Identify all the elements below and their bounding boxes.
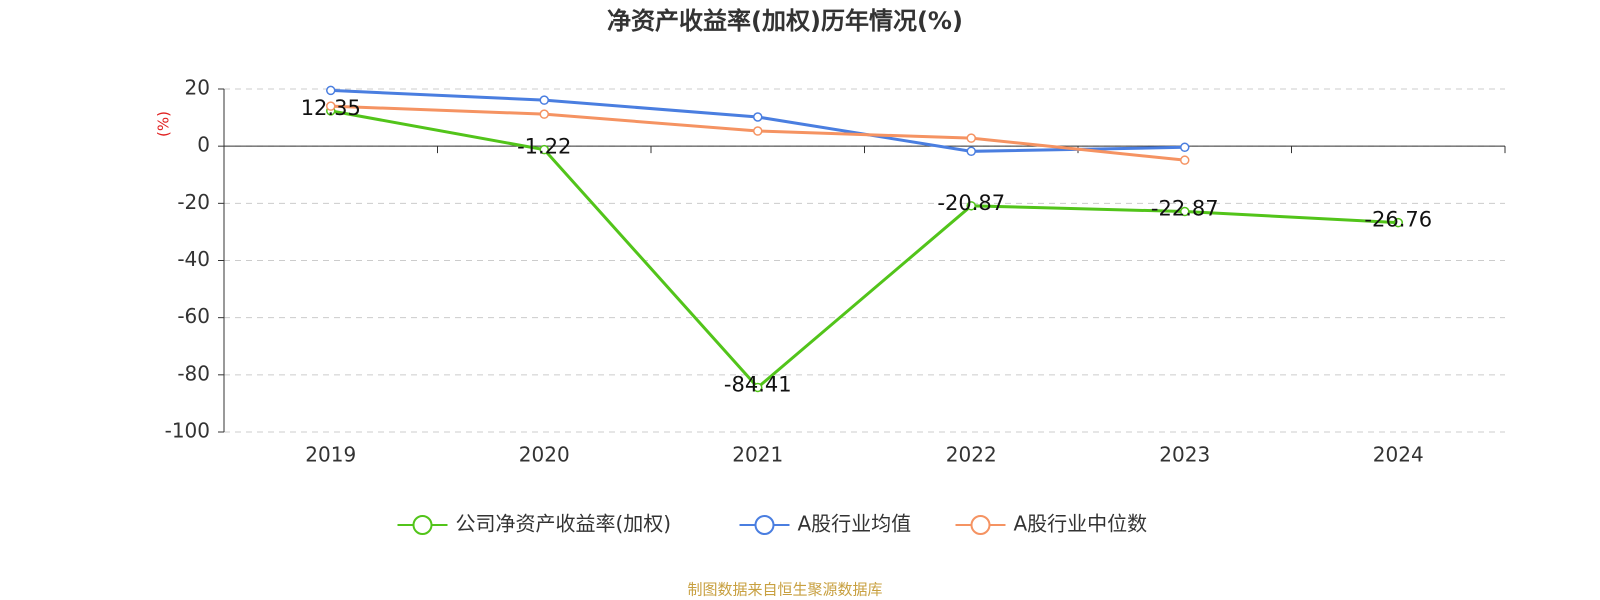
x-tick-label: 2020 [519,443,570,467]
point [966,146,976,157]
data-label: -26.76 [1364,208,1432,232]
point [539,144,549,155]
point [326,85,336,96]
y-axis-label: (%) [155,111,173,137]
legend-label: 公司净资产收益率(加权) [456,512,672,536]
point [1180,155,1190,165]
x-tick-label: 2022 [946,443,997,467]
data-label: -84.41 [724,372,792,396]
point [1393,217,1403,228]
y-tick-label: -20 [177,190,210,214]
legend-marker [970,515,991,535]
y-tick-label: -40 [177,247,210,271]
point [966,133,976,143]
data-label: -22.87 [1151,197,1219,221]
legend-label: A股行业均值 [798,512,912,536]
point [1180,206,1190,217]
x-tick-label: 2021 [732,443,783,467]
point [966,201,976,211]
point [753,126,763,136]
point [326,101,336,111]
y-tick-label: -60 [177,304,210,328]
y-tick-label: 0 [197,133,210,157]
y-tick-label: -80 [177,361,210,385]
x-tick-label: 2024 [1373,443,1424,467]
y-tick-label: 20 [185,76,210,100]
y-tick-label: -100 [165,419,210,443]
data-label: -1.22 [517,135,571,159]
legend-marker [412,515,433,535]
legend-label: A股行业中位数 [1014,512,1148,536]
point [753,112,763,122]
x-tick-label: 2019 [305,443,356,467]
data-label: -20.87 [937,191,1005,215]
point [753,382,763,393]
series-line [330,109,1399,390]
data-label: 12.35 [301,96,361,120]
point [539,95,549,105]
source-note: 制图数据来自恒生聚源数据库 [687,581,882,599]
legend-marker [754,515,775,535]
point [1180,142,1190,153]
chart-title: 净资产收益率(加权)历年情况(%) [607,7,963,35]
point [539,109,549,119]
x-tick-label: 2023 [1159,443,1210,467]
